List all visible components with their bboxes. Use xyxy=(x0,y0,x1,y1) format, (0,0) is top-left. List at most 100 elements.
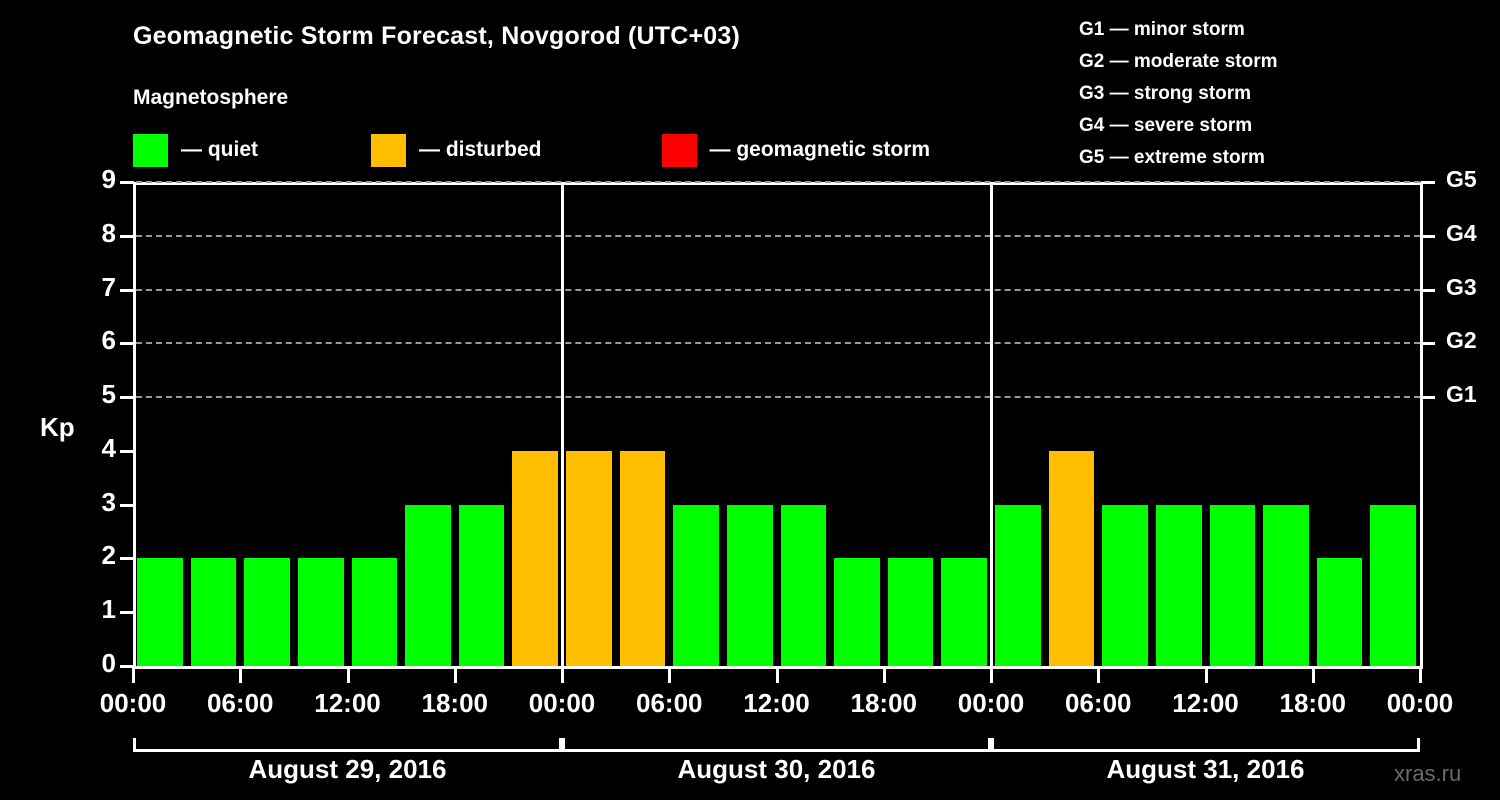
y-tick-label-left: 2 xyxy=(101,540,116,571)
day-separator xyxy=(561,182,564,666)
y-tick-label-left: 8 xyxy=(101,217,116,248)
y-tick-label-left: 5 xyxy=(101,379,116,410)
bars-layer xyxy=(133,182,1420,666)
bar xyxy=(1102,504,1148,666)
y-tick-label-right: G5 xyxy=(1446,166,1477,192)
bar xyxy=(834,558,880,666)
x-tick-label: 06:00 xyxy=(207,688,274,718)
y-tick-left xyxy=(120,557,134,561)
y-tick-left xyxy=(120,396,134,400)
x-tick xyxy=(990,666,993,683)
green-square-swatch xyxy=(133,133,168,167)
bar xyxy=(619,450,666,666)
y-tick-label-left: 4 xyxy=(101,432,116,463)
y-tick-left xyxy=(120,449,134,453)
bar xyxy=(1263,504,1309,666)
y-tick-label-right: G4 xyxy=(1446,219,1477,246)
x-tick-label: 12:00 xyxy=(314,688,381,718)
bar xyxy=(244,558,290,666)
x-tick xyxy=(239,666,243,683)
bar xyxy=(995,504,1041,666)
date-label: August 31, 2016 xyxy=(1106,754,1305,784)
x-tick xyxy=(882,666,886,683)
bar xyxy=(1155,504,1202,666)
bar xyxy=(1048,450,1095,666)
gridline xyxy=(136,396,1420,399)
x-tick-label: 18:00 xyxy=(1279,688,1347,718)
gridline xyxy=(136,181,1420,183)
bar xyxy=(1370,504,1416,666)
gscale-legend-item: G4 — severe storm xyxy=(1079,115,1253,137)
y-tick-left xyxy=(120,342,134,346)
y-tick-left xyxy=(120,234,134,238)
legend-entry: — disturbed xyxy=(371,133,542,167)
x-tick xyxy=(453,666,457,683)
y-tick-label-right: G2 xyxy=(1446,327,1477,354)
gridline xyxy=(136,342,1420,345)
gscale-legend-item: G1 — minor storm xyxy=(1079,19,1245,40)
x-tick xyxy=(132,666,135,683)
bar xyxy=(941,558,987,666)
y-tick-left xyxy=(120,611,134,615)
magnetosphere-legend-title: Magnetosphere xyxy=(133,86,289,109)
y-tick-label-right: G1 xyxy=(1446,381,1477,408)
gridline xyxy=(136,234,1420,237)
y-tick-label-left: 0 xyxy=(101,648,116,678)
bar xyxy=(780,504,827,666)
x-tick-label: 18:00 xyxy=(421,688,489,718)
x-tick-label: 00:00 xyxy=(957,688,1025,718)
gridline xyxy=(136,288,1420,291)
date-label: August 29, 2016 xyxy=(248,754,447,784)
day-separator xyxy=(990,182,993,666)
page-title: Geomagnetic Storm Forecast, Novgorod (UT… xyxy=(133,22,741,50)
date-bracket xyxy=(562,738,991,752)
y-tick-label-left: 9 xyxy=(101,164,116,194)
bar xyxy=(887,558,934,666)
x-tick xyxy=(668,666,672,683)
plot-area xyxy=(133,182,1420,666)
x-tick xyxy=(1311,666,1315,683)
y-tick-label-right: G3 xyxy=(1446,273,1477,300)
y-tick-right xyxy=(1421,288,1435,292)
x-tick-label: 18:00 xyxy=(850,688,918,718)
x-tick-label: 06:00 xyxy=(636,688,703,718)
legend-entry: — quiet xyxy=(133,133,258,167)
x-tick-label: 12:00 xyxy=(1172,688,1239,718)
gscale-legend-item: G5 — extreme storm xyxy=(1079,147,1265,169)
x-tick xyxy=(1419,666,1422,683)
bar xyxy=(673,504,719,666)
bar xyxy=(1316,558,1363,666)
gscale-legend: G1 — minor storm G2 — moderate storm G3 — … xyxy=(1079,14,1278,175)
y-tick-label-left: 3 xyxy=(101,486,116,517)
bar xyxy=(512,450,558,666)
y-tick-left xyxy=(120,665,134,668)
y-tick-label-left: 7 xyxy=(101,271,116,302)
red-square-swatch xyxy=(661,133,697,167)
x-tick-label: 12:00 xyxy=(743,688,810,718)
legend-entry-label: — disturbed xyxy=(419,138,542,161)
y-tick-right xyxy=(1421,396,1435,400)
x-tick xyxy=(775,666,779,683)
x-tick xyxy=(1097,666,1101,683)
watermark: xras.ru xyxy=(1394,761,1462,786)
x-tick-label: 06:00 xyxy=(1065,688,1132,718)
x-tick xyxy=(561,666,564,683)
bar xyxy=(566,450,612,666)
legend-entry-label: — geomagnetic storm xyxy=(709,138,931,161)
orange-square-swatch xyxy=(371,133,406,167)
y-tick-right xyxy=(1421,342,1435,346)
gscale-legend-item: G3 — strong storm xyxy=(1079,83,1252,105)
bar xyxy=(297,558,344,666)
y-tick-label-left: 1 xyxy=(101,594,116,625)
x-tick-label: 00:00 xyxy=(99,688,167,718)
y-tick-right xyxy=(1421,181,1435,184)
y-tick-left xyxy=(120,503,134,507)
bar xyxy=(137,558,183,666)
bar xyxy=(351,558,398,666)
y-tick-left xyxy=(120,288,134,292)
y-tick-left xyxy=(120,181,134,184)
bar xyxy=(1209,504,1256,666)
x-tick xyxy=(346,666,350,683)
plot-right-border xyxy=(1420,182,1423,666)
legend-entry: — geomagnetic storm xyxy=(661,133,931,167)
